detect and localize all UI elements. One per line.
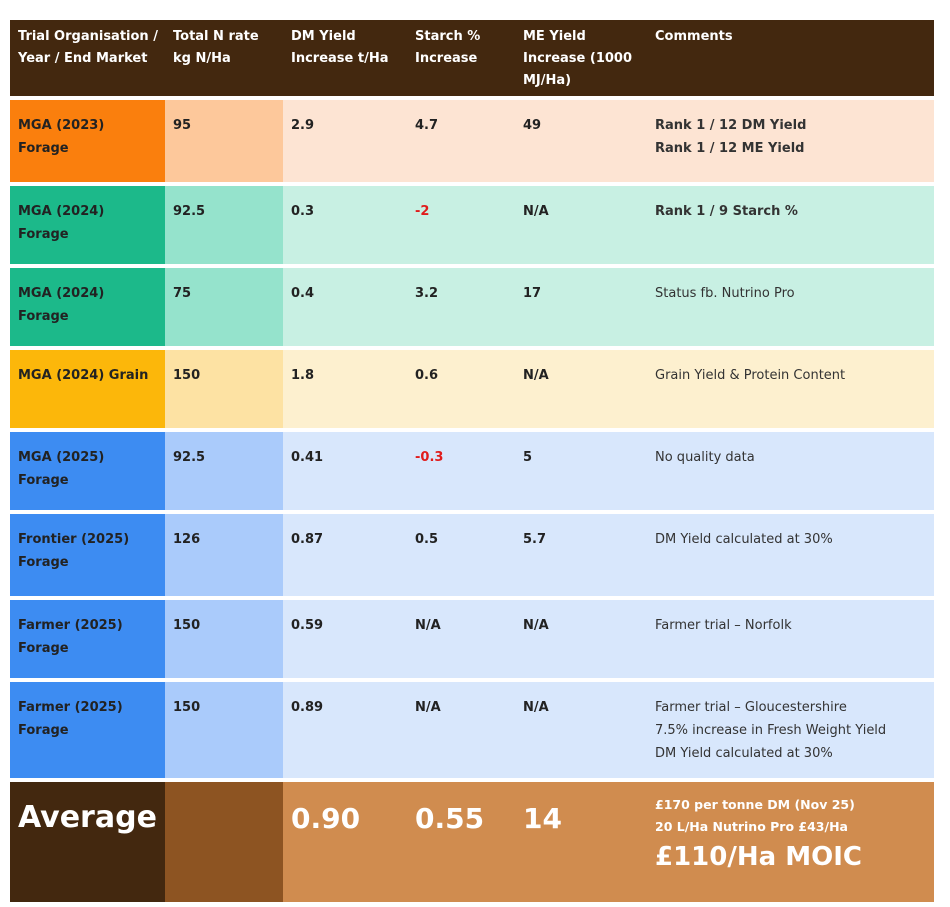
header-comments: Comments	[655, 29, 733, 44]
starch-cell: 0.6	[407, 350, 515, 428]
trial-org-cell: MGA (2024) Forage	[10, 268, 165, 346]
trial-org-cell: MGA (2023) Forage	[10, 100, 165, 182]
trial-org-cell: Farmer (2025) Forage	[10, 682, 165, 778]
comments-cell: Grain Yield & Protein Content	[647, 350, 934, 428]
average-comment-line: 20 L/Ha Nutrino Pro £43/Ha	[655, 819, 848, 834]
comment-line: Status fb. Nutrino Pro	[655, 286, 795, 301]
me-yield-cell: 5	[515, 432, 647, 510]
comment-line: Farmer trial – Gloucestershire	[655, 700, 847, 715]
comment-line: 7.5% increase in Fresh Weight Yield	[655, 723, 887, 738]
me-yield-cell: N/A	[515, 350, 647, 428]
me-yield-cell: 5.7	[515, 514, 647, 596]
comments-cell: Farmer trial – Gloucestershire 7.5% incre…	[647, 682, 934, 778]
dm-yield-cell: 0.87	[283, 514, 407, 596]
trial-org-cell: MGA (2025) Forage	[10, 432, 165, 510]
me-yield-cell: N/A	[515, 600, 647, 678]
dm-yield-cell: 0.3	[283, 186, 407, 264]
dm-yield-cell: 0.59	[283, 600, 407, 678]
comment-line: Rank 1 / 12 ME Yield	[655, 141, 805, 156]
comment-line: DM Yield calculated at 30%	[655, 532, 833, 547]
average-comment-line: £170 per tonne DM (Nov 25)	[655, 797, 855, 812]
comments-cell: Rank 1 / 9 Starch %	[647, 186, 934, 264]
average-label: Average	[10, 782, 165, 902]
starch-cell: -2	[407, 186, 515, 264]
table-row: Farmer (2025) Forage 150 0.59 N/A N/A Farmer …	[10, 600, 934, 678]
average-starch: 0.55	[407, 782, 515, 902]
comment-line: Rank 1 / 12 DM Yield	[655, 118, 807, 133]
trial-org-cell: Farmer (2025) Forage	[10, 600, 165, 678]
header-starch: Starch % Increase	[415, 29, 481, 66]
me-yield-cell: N/A	[515, 682, 647, 778]
average-row: Average 0.90 0.55 14 £170 per tonne DM (…	[10, 782, 934, 902]
n-rate-cell: 150	[165, 350, 283, 428]
table-row: Farmer (2025) Forage 150 0.89 N/A N/A Farmer …	[10, 682, 934, 778]
starch-cell: 4.7	[407, 100, 515, 182]
table-row: Frontier (2025) Forage 126 0.87 0.5 5.7 DM Yi…	[10, 514, 934, 596]
table-row: MGA (2025) Forage 92.5 0.41 -0.3 5 No quality…	[10, 432, 934, 510]
trial-org-cell: MGA (2024) Forage	[10, 186, 165, 264]
trial-org-cell: MGA (2024) Grain	[10, 350, 165, 428]
table-row: MGA (2024) Grain 150 1.8 0.6 N/A Grain Yield …	[10, 350, 934, 428]
table-row: MGA (2024) Forage 75 0.4 3.2 17 Status fb. Nu…	[10, 268, 934, 346]
me-yield-cell: 17	[515, 268, 647, 346]
n-rate-cell: 92.5	[165, 186, 283, 264]
starch-cell: 0.5	[407, 514, 515, 596]
comment-line: DM Yield calculated at 30%	[655, 746, 833, 761]
comments-cell: Rank 1 / 12 DM Yield Rank 1 / 12 ME Yield	[647, 100, 934, 182]
trial-org-cell: Frontier (2025) Forage	[10, 514, 165, 596]
header-org: Trial Organisation / Year / End Market	[18, 29, 158, 66]
header-me-yield: ME Yield Increase (1000 MJ/Ha)	[523, 29, 633, 88]
dm-yield-cell: 2.9	[283, 100, 407, 182]
starch-cell: N/A	[407, 682, 515, 778]
n-rate-cell: 150	[165, 600, 283, 678]
starch-cell: N/A	[407, 600, 515, 678]
table-row: MGA (2023) Forage 95 2.9 4.7 49 Rank 1 / 12 D…	[10, 100, 934, 182]
dm-yield-cell: 1.8	[283, 350, 407, 428]
comments-cell: Status fb. Nutrino Pro	[647, 268, 934, 346]
dm-yield-cell: 0.89	[283, 682, 407, 778]
n-rate-cell: 150	[165, 682, 283, 778]
trial-results-table: Trial Organisation / Year / End Market T…	[10, 20, 934, 902]
average-comments: £170 per tonne DM (Nov 25) 20 L/Ha Nutri…	[647, 782, 934, 902]
comment-line: No quality data	[655, 450, 755, 465]
header-dm-yield: DM Yield Increase t/Ha	[291, 29, 389, 66]
comment-line: Farmer trial – Norfolk	[655, 618, 792, 633]
moic-value: £110/Ha MOIC	[655, 842, 862, 872]
comments-cell: No quality data	[647, 432, 934, 510]
me-yield-cell: N/A	[515, 186, 647, 264]
comments-cell: DM Yield calculated at 30%	[647, 514, 934, 596]
starch-cell: 3.2	[407, 268, 515, 346]
n-rate-cell: 75	[165, 268, 283, 346]
me-yield-cell: 49	[515, 100, 647, 182]
dm-yield-cell: 0.41	[283, 432, 407, 510]
average-me-yield: 14	[515, 782, 647, 902]
average-n-rate	[165, 782, 283, 902]
comments-cell: Farmer trial – Norfolk	[647, 600, 934, 678]
table-row: MGA (2024) Forage 92.5 0.3 -2 N/A Rank 1 / 9 …	[10, 186, 934, 264]
average-dm-yield: 0.90	[283, 782, 407, 902]
comment-line: Rank 1 / 9 Starch %	[655, 204, 798, 219]
comment-line: Grain Yield & Protein Content	[655, 368, 846, 383]
dm-yield-cell: 0.4	[283, 268, 407, 346]
n-rate-cell: 126	[165, 514, 283, 596]
n-rate-cell: 95	[165, 100, 283, 182]
n-rate-cell: 92.5	[165, 432, 283, 510]
header-n-rate: Total N rate kg N/Ha	[173, 29, 259, 66]
starch-cell: -0.3	[407, 432, 515, 510]
header-row: Trial Organisation / Year / End Market T…	[10, 20, 934, 96]
